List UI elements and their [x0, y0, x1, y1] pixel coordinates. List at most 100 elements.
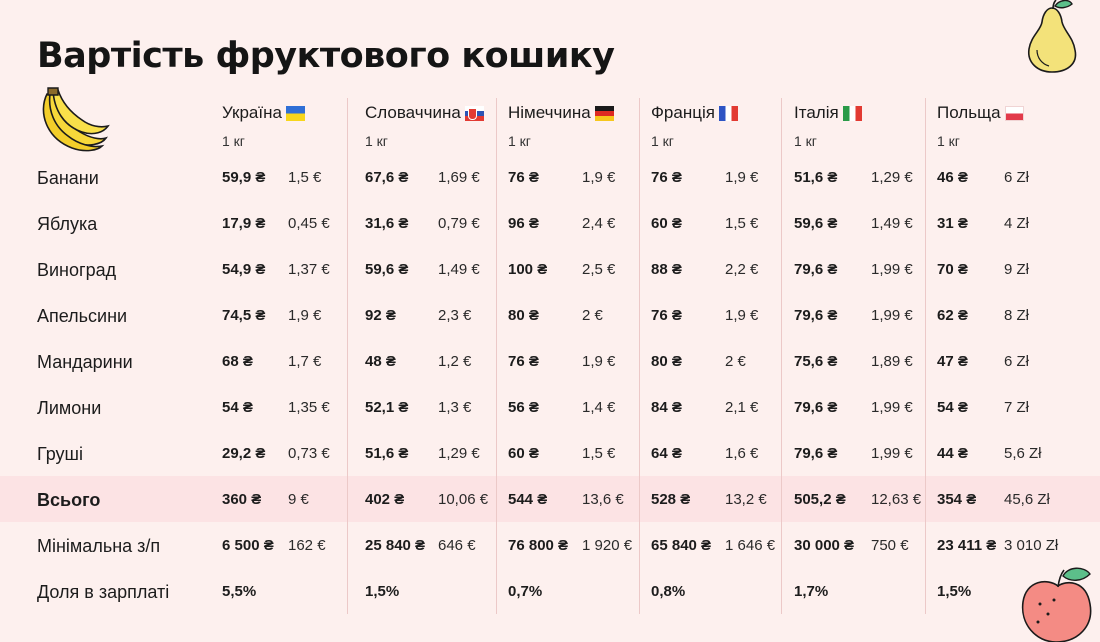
price-local: 0,79 € [438, 215, 480, 232]
price-uah: 46 ₴ [937, 169, 968, 186]
price-local: 1,29 € [438, 445, 480, 462]
italy-flag-icon [842, 105, 862, 121]
total-local: 10,06 € [438, 491, 489, 508]
min-wage-local: 750 € [871, 537, 909, 554]
country-header-poland: Польща [937, 102, 1024, 124]
price-local: 1,5 € [725, 215, 759, 232]
price-local: 2,3 € [438, 307, 472, 324]
price-local: 1,9 € [582, 169, 616, 186]
price-local: 1,9 € [725, 307, 759, 324]
price-uah: 79,6 ₴ [794, 307, 838, 324]
min-wage-uah: 25 840 ₴ [365, 537, 426, 554]
price-uah: 48 ₴ [365, 353, 396, 370]
total-local: 45,6 Zł [1004, 491, 1050, 508]
unit-label: 1 кг [651, 133, 674, 149]
country-name: Німеччина [508, 103, 591, 122]
slovakia-flag-icon [464, 105, 484, 121]
share-value: 1,7% [794, 583, 829, 600]
price-local: 1,49 € [871, 215, 913, 232]
min-wage-uah: 30 000 ₴ [794, 537, 855, 554]
min-wage-local: 646 € [438, 537, 476, 554]
price-uah: 60 ₴ [508, 445, 539, 462]
price-uah: 84 ₴ [651, 399, 682, 416]
share-value: 5,5% [222, 583, 257, 600]
price-uah: 54 ₴ [937, 399, 968, 416]
total-row-highlight [0, 476, 1100, 522]
price-uah: 51,6 ₴ [365, 445, 409, 462]
total-local: 13,6 € [582, 491, 624, 508]
min-wage-uah: 65 840 ₴ [651, 537, 712, 554]
min-wage-local: 1 646 € [725, 537, 776, 554]
country-header-ukraine: Україна [222, 102, 305, 124]
price-local: 1,89 € [871, 353, 913, 370]
country-header-france: Франція [651, 102, 738, 124]
price-uah: 29,2 ₴ [222, 445, 266, 462]
country-name: Італія [794, 103, 839, 122]
price-local: 1,2 € [438, 353, 472, 370]
column-divider [639, 98, 640, 614]
poland-flag-icon [1004, 105, 1024, 121]
price-local: 1,35 € [288, 399, 330, 416]
total-uah: 528 ₴ [651, 491, 691, 508]
country-header-germany: Німеччина [508, 102, 614, 124]
row-label: Груші [37, 444, 83, 464]
price-local: 1,49 € [438, 261, 480, 278]
total-local: 9 € [288, 491, 309, 508]
price-uah: 44 ₴ [937, 445, 968, 462]
min-wage-uah: 76 800 ₴ [508, 537, 569, 554]
country-name: Польща [937, 103, 1001, 122]
banana-icon [42, 87, 110, 152]
price-uah: 79,6 ₴ [794, 445, 838, 462]
price-local: 1,99 € [871, 261, 913, 278]
price-uah: 74,5 ₴ [222, 307, 266, 324]
min-wage-local: 162 € [288, 537, 326, 554]
min-wage-label: Мінімальна з/п [37, 536, 161, 556]
apple-icon [1021, 567, 1092, 642]
price-local: 1,9 € [582, 353, 616, 370]
price-uah: 76 ₴ [651, 307, 682, 324]
price-uah: 79,6 ₴ [794, 399, 838, 416]
country-header-italy: Італія [794, 102, 862, 124]
price-local: 1,29 € [871, 169, 913, 186]
ukraine-flag-icon [285, 105, 305, 121]
column-divider [781, 98, 782, 614]
price-local: 1,69 € [438, 169, 480, 186]
price-uah: 17,9 ₴ [222, 215, 266, 232]
total-uah: 402 ₴ [365, 491, 405, 508]
price-local: 1,99 € [871, 445, 913, 462]
share-value: 0,8% [651, 583, 686, 600]
country-name: Словаччина [365, 103, 461, 122]
price-uah: 60 ₴ [651, 215, 682, 232]
france-flag-icon [718, 105, 738, 121]
unit-label: 1 кг [937, 133, 960, 149]
price-local: 2,1 € [725, 399, 759, 416]
price-local: 1,5 € [288, 169, 322, 186]
pear-icon [1028, 0, 1077, 73]
price-local: 2 € [582, 307, 603, 324]
min-wage-local: 1 920 € [582, 537, 633, 554]
min-wage-uah: 23 411 ₴ [937, 537, 997, 554]
price-local: 7 Zł [1004, 399, 1030, 416]
row-label: Апельсини [37, 306, 128, 326]
price-local: 1,99 € [871, 399, 913, 416]
germany-flag-icon [594, 105, 614, 121]
column-divider [925, 98, 926, 614]
unit-label: 1 кг [222, 133, 245, 149]
price-local: 8 Zł [1004, 307, 1030, 324]
column-divider [347, 98, 348, 614]
price-uah: 76 ₴ [651, 169, 682, 186]
price-local: 1,4 € [582, 399, 616, 416]
price-uah: 76 ₴ [508, 353, 539, 370]
price-uah: 67,6 ₴ [365, 169, 409, 186]
row-label: Мандарини [37, 352, 133, 372]
price-uah: 54 ₴ [222, 399, 253, 416]
price-uah: 54,9 ₴ [222, 261, 266, 278]
total-local: 12,63 € [871, 491, 922, 508]
price-local: 1,6 € [725, 445, 759, 462]
total-uah: 544 ₴ [508, 491, 548, 508]
row-label: Виноград [37, 260, 117, 280]
price-uah: 31 ₴ [937, 215, 968, 232]
unit-label: 1 кг [794, 133, 817, 149]
unit-label: 1 кг [365, 133, 388, 149]
price-uah: 76 ₴ [508, 169, 539, 186]
